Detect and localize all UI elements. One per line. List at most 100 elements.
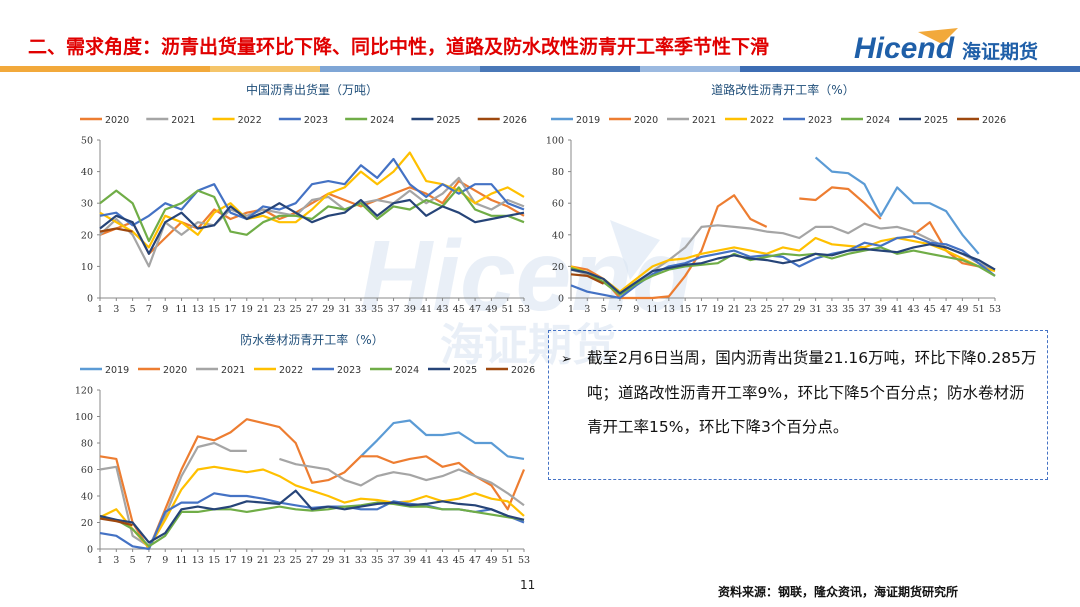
x-tick-label: 13 [663,304,675,315]
legend-label: 2026 [982,115,1006,126]
series-line-2019 [814,156,980,255]
x-tick-label: 27 [777,304,789,315]
x-tick-label: 35 [842,304,854,315]
x-tick-label: 39 [404,304,416,315]
x-tick-label: 7 [617,304,623,315]
x-tick-label: 51 [502,555,514,566]
series-line-2025 [99,198,525,255]
legend-label: 2019 [105,365,129,376]
legend-label: 2025 [436,115,460,126]
chart-title: 道路改性沥青开工率（%） [711,82,854,97]
legend-label: 2025 [924,115,948,126]
x-tick-label: 33 [355,555,367,566]
logo-text: Hicend [854,32,955,65]
legend-label: 2020 [163,365,187,376]
y-tick-label: 120 [75,386,93,397]
x-tick-label: 31 [339,555,351,566]
header-bar-segment [480,66,640,72]
x-tick-label: 19 [712,304,724,315]
series-line-2024 [99,186,525,243]
x-tick-label: 47 [940,304,952,315]
x-tick-label: 27 [306,555,318,566]
y-tick-label: 0 [558,294,564,305]
legend-label: 2019 [576,115,600,126]
y-tick-label: 80 [552,167,564,178]
road-asphalt-rate-chart: 道路改性沥青开工率（%） 2019 2020 2021 2022 2023 2024 2025… [540,78,1020,323]
y-tick-label: 60 [81,465,93,476]
x-tick-label: 45 [924,304,936,315]
x-tick-label: 41 [420,555,432,566]
series-line-2026 [99,227,133,233]
x-tick-label: 9 [162,304,168,315]
summary-box: ➢ 截至2月6日当周，国内沥青出货量21.16万吨，环比下降0.285万吨；道路… [548,330,1048,480]
legend-label: 2024 [370,115,394,126]
header-bar-segment [320,66,480,72]
y-tick-label: 60 [552,199,564,210]
header-bar-segment [640,66,740,72]
x-tick-label: 33 [355,304,367,315]
legend-label: 2022 [750,115,774,126]
x-tick-label: 53 [518,304,530,315]
x-tick-label: 49 [485,304,497,315]
x-tick-label: 47 [469,555,481,566]
legend-label: 2021 [171,115,195,126]
x-tick-label: 1 [97,555,103,566]
legend-label: 2020 [634,115,658,126]
x-tick-label: 5 [601,304,607,315]
x-tick-label: 1 [568,304,574,315]
x-tick-label: 29 [322,555,334,566]
x-tick-label: 25 [761,304,773,315]
y-tick-label: 0 [87,545,93,556]
x-tick-label: 37 [387,555,399,566]
x-tick-label: 19 [241,304,253,315]
x-tick-label: 47 [469,304,481,315]
x-tick-label: 25 [290,555,302,566]
header-color-bar [0,66,1080,72]
chart-title: 中国沥青出货量（万吨） [246,82,378,97]
x-tick-label: 17 [224,555,236,566]
legend-label: 2026 [511,365,535,376]
y-tick-label: 20 [81,518,93,529]
legend-label: 2020 [105,115,129,126]
x-tick-label: 15 [208,555,220,566]
legend-label: 2025 [453,365,477,376]
x-tick-label: 1 [97,304,103,315]
x-tick-label: 7 [146,555,152,566]
x-tick-label: 15 [208,304,220,315]
y-tick-label: 40 [81,492,93,503]
x-tick-label: 7 [146,304,152,315]
y-tick-label: 20 [552,262,564,273]
series-line-2020 [99,418,526,551]
x-tick-label: 9 [162,555,168,566]
x-tick-label: 45 [453,555,465,566]
x-tick-label: 49 [956,304,968,315]
shipment-volume-chart: 中国沥青出货量（万吨） 2020 2021 2022 2023 2024 2025 2026 0… [60,78,540,323]
x-tick-label: 35 [371,555,383,566]
x-tick-label: 37 [858,304,870,315]
x-tick-label: 43 [436,304,448,315]
header-bar-segment [740,66,1080,72]
x-tick-label: 53 [518,555,530,566]
x-tick-label: 13 [192,555,204,566]
source-note: 资料来源：钢联，隆众资讯，海证期货研究所 [718,585,959,599]
header-bar-segment [210,66,320,72]
x-tick-label: 21 [257,555,269,566]
x-tick-label: 39 [404,555,416,566]
y-tick-label: 80 [81,439,93,450]
x-tick-label: 31 [810,304,822,315]
x-tick-label: 3 [113,555,119,566]
bullet-arrow-icon: ➢ [561,352,572,367]
header-bar-segment [0,66,210,72]
chart-svg: 道路改性沥青开工率（%）2019 2020 2021 2022 2023 2024 2025… [546,82,1006,315]
summary-text: 截至2月6日当周，国内沥青出货量21.16万吨，环比下降0.285万吨；道路改性… [587,349,1037,436]
x-tick-label: 3 [113,304,119,315]
x-tick-label: 27 [306,304,318,315]
page-title: 二、需求角度：沥青出货量环比下降、同比中性，道路及防水改性沥青开工率季节性下滑 [28,36,770,58]
x-tick-label: 5 [130,304,136,315]
series-line-2024 [99,501,525,548]
company-logo: Hicend 海证期货 [850,24,1060,70]
x-tick-label: 33 [826,304,838,315]
x-tick-label: 17 [224,304,236,315]
chart-title: 防水卷材沥青开工率（%） [240,332,383,347]
x-tick-label: 31 [339,304,351,315]
